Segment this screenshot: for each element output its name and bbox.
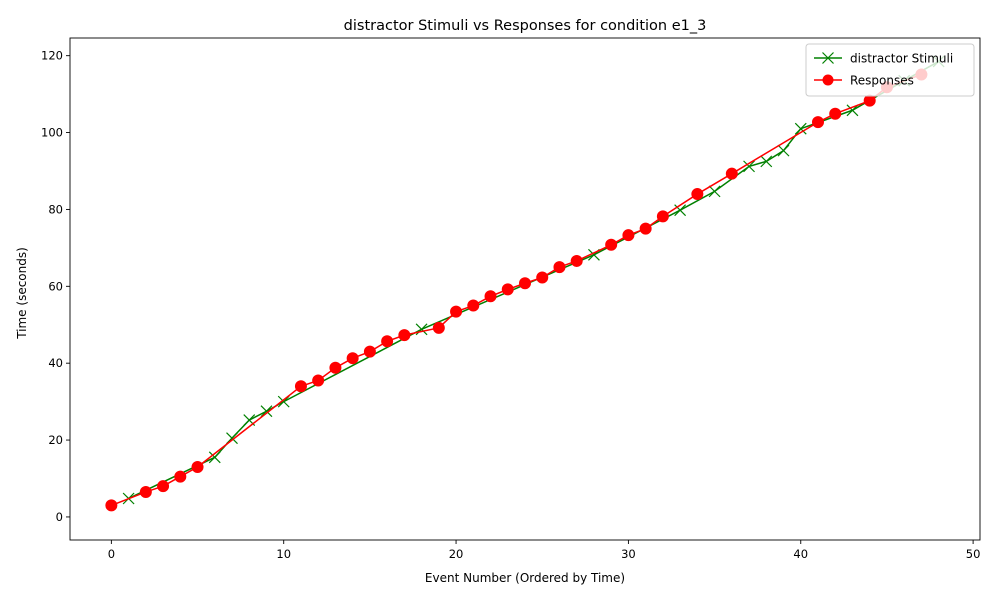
marker-x-stroke — [794, 122, 807, 135]
y-tick-label: 100 — [41, 126, 63, 140]
data-point-stimulus — [708, 185, 721, 198]
data-point-response — [312, 374, 325, 387]
data-point-response — [484, 290, 497, 303]
x-tick-label: 20 — [449, 547, 464, 561]
data-point-stimulus — [743, 160, 755, 173]
series-responses — [105, 68, 928, 512]
axes: 0 10 20 30 40 50 0 20 40 60 80 100 120 — [41, 37, 981, 561]
data-point-response — [346, 352, 359, 365]
chart-title: distractor Stimuli vs Responses for cond… — [344, 18, 707, 34]
data-point-stimulus — [760, 155, 773, 168]
y-axis-label: Time (seconds) — [15, 247, 29, 340]
legend-item: Responses — [814, 74, 914, 88]
marker-x-stroke — [777, 144, 790, 157]
legend-label: distractor Stimuli — [850, 52, 953, 66]
data-point-response — [536, 271, 549, 284]
data-point-response — [467, 299, 480, 312]
data-point-response — [105, 499, 118, 512]
data-point-response — [863, 94, 876, 107]
marker-x-stroke — [674, 204, 687, 217]
marker-x-stroke — [822, 52, 834, 64]
marker-x-stroke — [760, 155, 773, 168]
marker-x-stroke — [277, 395, 290, 408]
y-tick-label: 80 — [48, 202, 63, 216]
data-point-stimulus — [226, 432, 238, 445]
data-point-response — [174, 470, 187, 483]
x-axis-label: Event Number (Ordered by Time) — [425, 571, 625, 585]
data-point-stimulus — [794, 122, 807, 135]
legend-item: distractor Stimuli — [814, 52, 953, 66]
data-point-response — [725, 167, 738, 180]
x-tick-label: 30 — [621, 547, 636, 561]
data-point-response — [691, 188, 704, 201]
data-point-response — [157, 480, 170, 493]
legend-label: Responses — [850, 74, 914, 88]
data-point-response — [363, 345, 376, 358]
marker-x-stroke — [243, 414, 256, 426]
data-point-response — [432, 321, 445, 334]
x-tick-label: 0 — [108, 547, 115, 561]
data-point-response — [294, 380, 307, 393]
data-point-stimulus — [674, 204, 687, 217]
y-tick-label: 60 — [48, 279, 63, 293]
data-point-response — [329, 361, 342, 374]
data-point-response — [553, 261, 566, 274]
legend-box — [805, 43, 975, 97]
y-tick-label: 120 — [41, 49, 63, 63]
data-point-stimulus — [260, 405, 273, 418]
marker-x-stroke — [226, 432, 238, 445]
x-tick-label: 50 — [966, 547, 981, 561]
y-tick-label: 40 — [48, 356, 63, 370]
legend-marker — [822, 74, 834, 86]
data-point-stimulus — [415, 323, 428, 336]
data-point-stimulus — [208, 451, 221, 464]
x-tick-label: 40 — [793, 547, 808, 561]
data-point-response — [398, 329, 411, 342]
y-tick-label: 20 — [48, 433, 63, 447]
data-point-response — [519, 277, 531, 290]
data-point-response — [191, 460, 204, 473]
marker-x-stroke — [708, 185, 721, 198]
data-point-response — [622, 229, 635, 242]
plot-frame — [69, 37, 981, 541]
data-point-response — [450, 305, 463, 318]
data-point-response — [656, 210, 669, 223]
marker-x-stroke — [208, 451, 221, 464]
data-point-response — [381, 335, 394, 348]
legend-marker — [822, 52, 834, 64]
data-point-response — [139, 485, 152, 498]
data-point-response — [605, 238, 618, 251]
data-point-stimulus — [277, 395, 290, 408]
series-layer — [105, 55, 945, 512]
data-point-response — [829, 107, 842, 120]
marker-x-stroke — [743, 160, 755, 173]
marker-x-stroke — [260, 405, 273, 418]
data-point-response — [501, 283, 514, 296]
data-point-response — [570, 254, 583, 267]
data-point-response — [811, 116, 824, 129]
legend: distractor Stimuli Responses — [805, 43, 975, 97]
y-tick-label: 0 — [56, 510, 63, 524]
data-point-response — [639, 222, 652, 235]
marker-x-stroke — [415, 323, 428, 336]
data-point-stimulus — [777, 144, 790, 157]
x-tick-label: 10 — [276, 547, 291, 561]
